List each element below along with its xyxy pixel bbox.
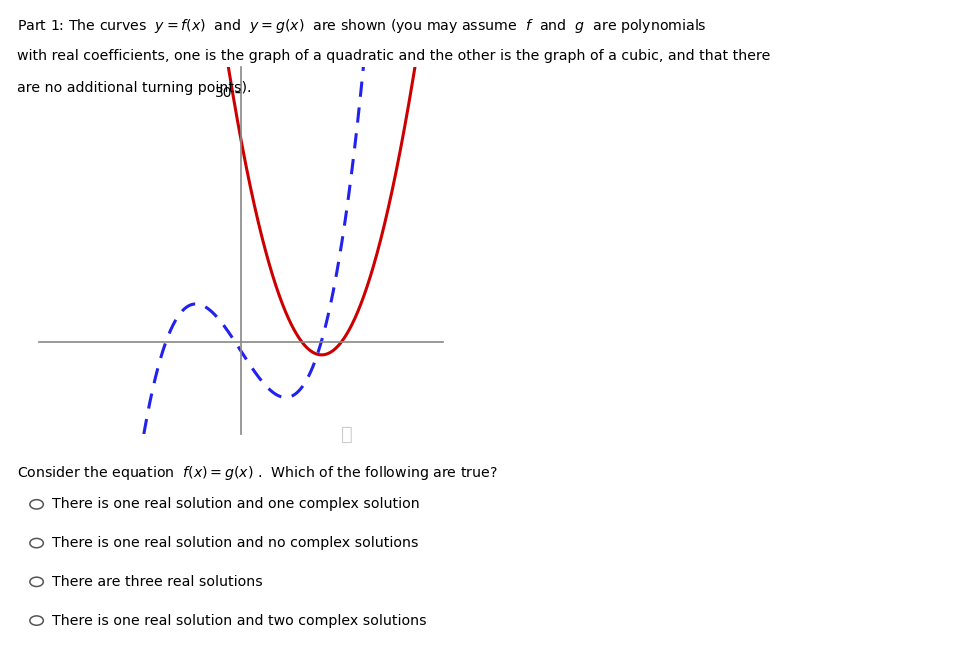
Text: There is one real solution and one complex solution: There is one real solution and one compl… (52, 498, 420, 511)
Text: Part 1: The curves  $y = f(x)$  and  $y = g(x)$  are shown (you may assume  $f$ : Part 1: The curves $y = f(x)$ and $y = g… (17, 17, 707, 35)
Text: 🔍: 🔍 (341, 425, 352, 444)
Text: There is one real solution and two complex solutions: There is one real solution and two compl… (52, 614, 427, 627)
Text: with real coefficients, one is the graph of a quadratic and the other is the gra: with real coefficients, one is the graph… (17, 49, 770, 63)
Text: Consider the equation  $f(x) = g(x)$ .  Which of the following are true?: Consider the equation $f(x) = g(x)$ . Wh… (17, 464, 498, 482)
Text: are no additional turning points).: are no additional turning points). (17, 81, 252, 95)
Text: There are three real solutions: There are three real solutions (52, 575, 263, 589)
Text: There is one real solution and no complex solutions: There is one real solution and no comple… (52, 536, 419, 550)
